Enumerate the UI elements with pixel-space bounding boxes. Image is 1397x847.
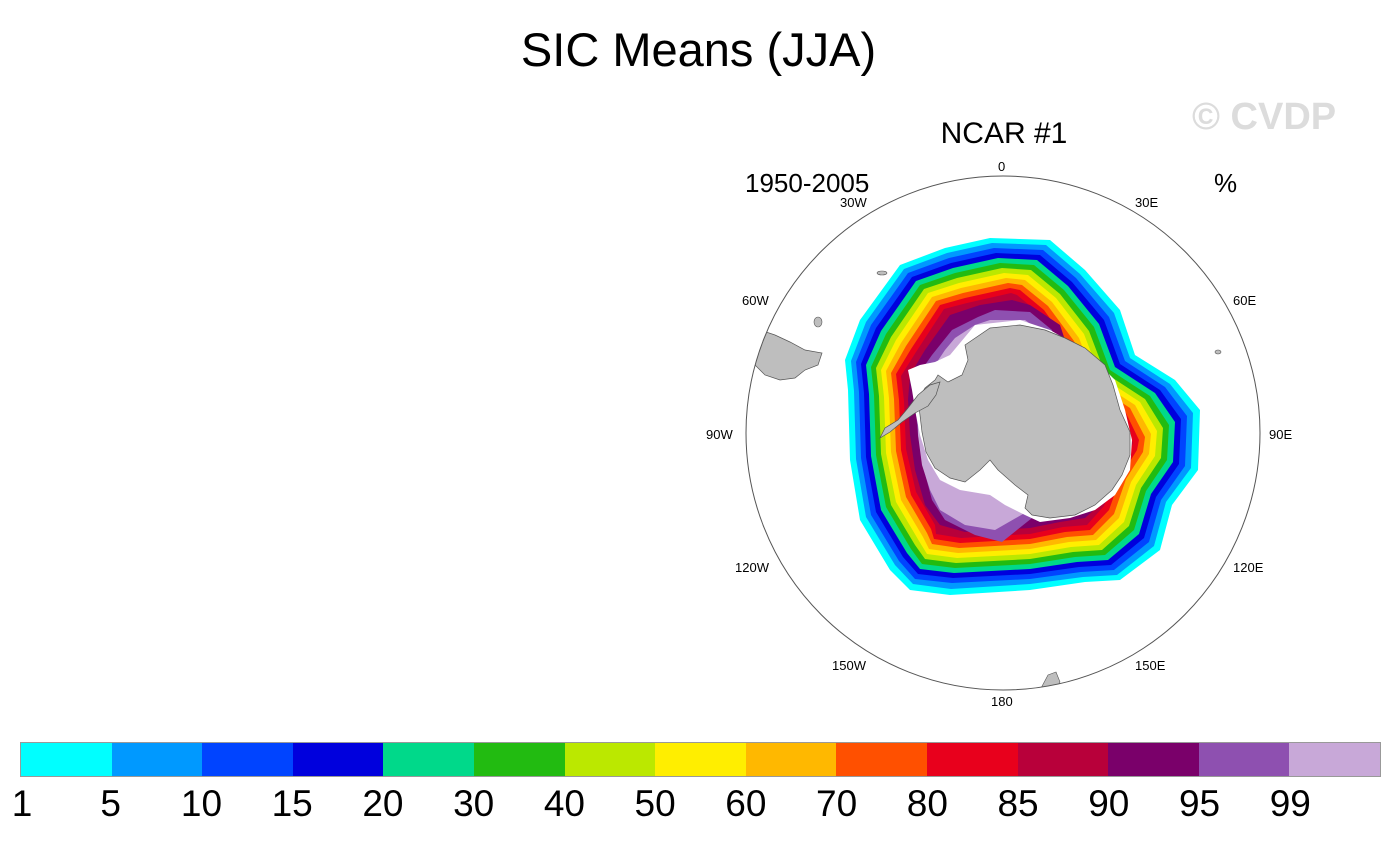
lon-label-60w: 60W [742,293,769,308]
colorbar-box-7 [655,743,746,776]
colorbar-label-1: 5 [100,783,122,824]
colorbar-label-3: 15 [271,783,313,824]
new-zealand-tip [1039,671,1061,690]
colorbar-label-14: 99 [1269,783,1311,824]
lon-label-120w: 120W [735,560,769,575]
colorbar-label-13: 95 [1178,783,1221,824]
map-border [745,175,1261,691]
colorbar-box-8 [745,743,837,776]
lon-label-60e: 60E [1233,293,1257,308]
panel-title: NCAR #1 [940,117,1068,150]
units-label: % [1214,168,1238,198]
colorbar-label-2: 10 [180,783,223,824]
antarctic-peninsula [879,381,941,439]
watermark: © CVDP [1192,96,1337,138]
colorbar-label-9: 70 [816,783,858,824]
lon-label-180: 180 [991,694,1013,709]
colorbar-label-7: 50 [634,783,676,824]
colorbar-box-14 [1289,743,1380,776]
colorbar-box-12 [1108,743,1199,776]
chart-title: SIC Means (JJA) [520,23,877,76]
colorbar-label-4: 20 [362,783,404,824]
colorbar-label-11: 85 [997,783,1039,824]
south-america-tip [751,329,823,381]
antarctica-landmass [917,324,1131,519]
island-falklands [813,316,823,328]
colorbar-label-6: 40 [543,783,585,824]
island-kerguelen [1214,349,1222,355]
colorbar-label-12: 90 [1088,783,1130,824]
colorbar-box-9 [836,743,927,776]
colorbar-box-0 [21,743,112,776]
colorbar-box-10 [926,743,1018,776]
colorbar-box-3 [292,743,384,776]
colorbar-box-5 [473,743,565,776]
colorbar-box-4 [383,743,474,776]
colorbar-label-5: 30 [453,783,495,824]
colorbar-box-13 [1198,743,1290,776]
polar-map [745,175,1261,691]
lon-label-0: 0 [998,159,1006,174]
colorbar-box-6 [564,743,656,776]
lon-label-150w: 150W [832,658,866,673]
colorbar-label-8: 60 [725,783,767,824]
colorbar-box-11 [1017,743,1109,776]
lon-label-90e: 90E [1269,427,1293,442]
lon-label-90w: 90W [706,427,733,442]
colorbar-label-10: 80 [906,783,948,824]
colorbar-label-0: 1 [11,783,33,824]
lon-label-30w: 30W [840,195,867,210]
colorbar-box-2 [202,743,293,776]
lon-label-30e: 30E [1135,195,1159,210]
lon-label-150e: 150E [1135,658,1166,673]
colorbar [20,742,1381,777]
period-label: 1950-2005 [745,168,870,198]
island-south-georgia [876,270,888,276]
lon-label-120e: 120E [1233,560,1264,575]
colorbar-box-1 [111,743,203,776]
